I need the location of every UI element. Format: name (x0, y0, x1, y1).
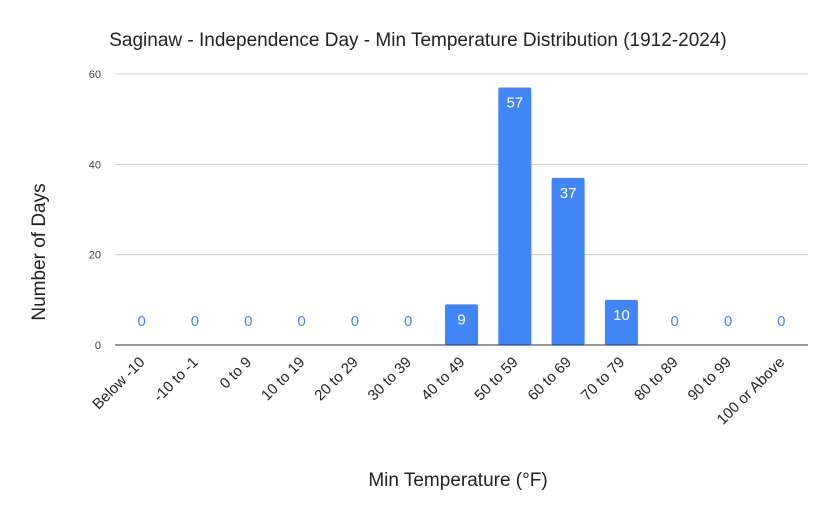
x-axis-ticks: Below -10 -10 to -1 0 to 9 10 to 19 20 to 29… (89, 354, 788, 429)
data-labels: 0 0 0 0 0 0 9 57 37 10 0 0 0 (137, 95, 785, 330)
y-axis-ticks: 0 20 40 60 (89, 69, 101, 352)
data-label: 37 (560, 185, 577, 202)
y-tick-label: 60 (89, 69, 101, 81)
x-tick-label: 30 to 39 (365, 354, 415, 404)
x-tick-label: -10 to -1 (150, 354, 202, 406)
y-tick-label: 0 (95, 340, 101, 352)
bar (551, 177, 585, 345)
x-tick-label: 50 to 59 (471, 354, 521, 404)
bars (444, 87, 638, 346)
data-label: 0 (191, 313, 199, 330)
data-label: 57 (506, 95, 523, 112)
data-label: 0 (297, 313, 305, 330)
x-tick-label: 60 to 69 (525, 354, 575, 404)
bar (444, 304, 479, 345)
bar (604, 299, 638, 345)
x-tick-label: 0 to 9 (217, 354, 256, 393)
x-axis-title: Min Temperature (°F) (368, 470, 547, 491)
y-axis-title: Number of Days (29, 183, 50, 320)
gridlines (115, 73, 808, 256)
data-label: 0 (671, 313, 679, 330)
x-tick-label: 70 to 79 (578, 354, 628, 404)
x-tick-label: 80 to 89 (631, 354, 681, 404)
data-label: 0 (351, 313, 359, 330)
data-label: 0 (777, 313, 785, 330)
x-tick-label: 10 to 19 (258, 354, 308, 404)
data-label: 0 (137, 313, 145, 330)
y-tick-label: 20 (89, 250, 101, 262)
data-label: 0 (244, 313, 252, 330)
x-tick-label: 20 to 29 (311, 354, 361, 404)
data-label: 0 (404, 313, 412, 330)
x-tick-label: 90 to 99 (685, 354, 735, 404)
y-tick-label: 40 (89, 159, 101, 171)
data-label: 9 (457, 311, 465, 328)
x-tick-label: 40 to 49 (418, 354, 468, 404)
data-label: 0 (724, 313, 732, 330)
data-label: 10 (613, 307, 630, 324)
x-tick-label: Below -10 (89, 354, 148, 413)
chart-title: Saginaw - Independence Day - Min Tempera… (109, 30, 727, 51)
bar (498, 87, 532, 346)
